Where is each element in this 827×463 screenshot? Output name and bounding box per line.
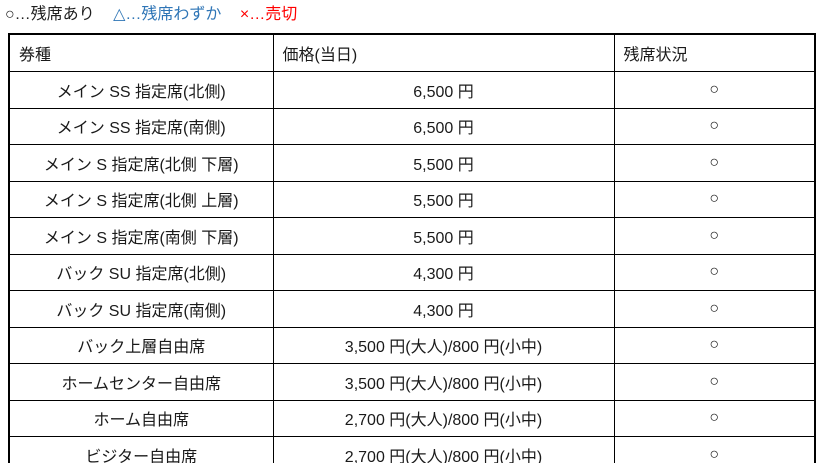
ticket-type-cell: バック SU 指定席(北側) xyxy=(8,253,274,291)
price-cell: 5,500 円 xyxy=(272,217,615,255)
price-cell: 4,300 円 xyxy=(272,253,615,291)
table-row: ホーム自由席 2,700 円(大人)/800 円(小中) ○ xyxy=(8,399,816,437)
status-cell: ○ xyxy=(613,217,816,255)
legend-sold-out: ×…売切 xyxy=(239,6,298,23)
price-cell: 5,500 円 xyxy=(272,144,615,182)
legend-seats-available: ○…残席あり xyxy=(5,6,95,23)
table-row: バック SU 指定席(南側) 4,300 円 ○ xyxy=(8,290,816,328)
header-price: 価格(当日) xyxy=(272,33,615,72)
price-cell: 5,500 円 xyxy=(272,180,615,218)
ticket-type-cell: バック上層自由席 xyxy=(8,326,274,364)
ticket-type-cell: メイン SS 指定席(北側) xyxy=(8,71,274,109)
header-ticket-type: 券種 xyxy=(8,33,274,72)
ticket-type-cell: メイン SS 指定席(南側) xyxy=(8,107,274,145)
ticket-type-cell: メイン S 指定席(北側 上層) xyxy=(8,180,274,218)
ticket-type-cell: ホーム自由席 xyxy=(8,399,274,437)
table-row: ホームセンター自由席 3,500 円(大人)/800 円(小中) ○ xyxy=(8,363,816,401)
price-cell: 6,500 円 xyxy=(272,107,615,145)
table-row: メイン SS 指定席(南側) 6,500 円 ○ xyxy=(8,107,816,145)
table-row: メイン S 指定席(北側 上層) 5,500 円 ○ xyxy=(8,180,816,218)
price-cell: 6,500 円 xyxy=(272,71,615,109)
table-row: バック SU 指定席(北側) 4,300 円 ○ xyxy=(8,253,816,291)
status-cell: ○ xyxy=(613,107,816,145)
table-row: メイン SS 指定席(北側) 6,500 円 ○ xyxy=(8,71,816,109)
status-cell: ○ xyxy=(613,144,816,182)
ticket-type-cell: メイン S 指定席(南側 下層) xyxy=(8,217,274,255)
ticket-table-body: メイン SS 指定席(北側) 6,500 円 ○ メイン SS 指定席(南側) 6,50… xyxy=(8,71,816,463)
table-row: メイン S 指定席(北側 下層) 5,500 円 ○ xyxy=(8,144,816,182)
price-cell: 4,300 円 xyxy=(272,290,615,328)
status-cell: ○ xyxy=(613,253,816,291)
table-row: バック上層自由席 3,500 円(大人)/800 円(小中) ○ xyxy=(8,326,816,364)
legend-few-seats-left: △…残席わずか xyxy=(113,6,222,23)
price-cell: 3,500 円(大人)/800 円(小中) xyxy=(272,326,615,364)
ticket-type-cell: メイン S 指定席(北側 下層) xyxy=(8,144,274,182)
status-cell: ○ xyxy=(613,326,816,364)
price-cell: 3,500 円(大人)/800 円(小中) xyxy=(272,363,615,401)
status-cell: ○ xyxy=(613,71,816,109)
table-row: ビジター自由席 2,700 円(大人)/800 円(小中) ○ xyxy=(8,436,816,463)
ticket-availability-table: 券種 価格(当日) 残席状況 メイン SS 指定席(北側) 6,500 円 ○ メイン… xyxy=(8,33,816,463)
status-cell: ○ xyxy=(613,436,816,463)
status-cell: ○ xyxy=(613,290,816,328)
header-status: 残席状況 xyxy=(613,33,816,72)
price-cell: 2,700 円(大人)/800 円(小中) xyxy=(272,436,615,463)
ticket-type-cell: ビジター自由席 xyxy=(8,436,274,463)
table-header-row: 券種 価格(当日) 残席状況 xyxy=(8,33,816,72)
status-cell: ○ xyxy=(613,180,816,218)
availability-legend: ○…残席あり △…残席わずか ×…売切 xyxy=(5,3,311,27)
price-cell: 2,700 円(大人)/800 円(小中) xyxy=(272,399,615,437)
ticket-type-cell: ホームセンター自由席 xyxy=(8,363,274,401)
status-cell: ○ xyxy=(613,399,816,437)
table-row: メイン S 指定席(南側 下層) 5,500 円 ○ xyxy=(8,217,816,255)
status-cell: ○ xyxy=(613,363,816,401)
ticket-type-cell: バック SU 指定席(南側) xyxy=(8,290,274,328)
